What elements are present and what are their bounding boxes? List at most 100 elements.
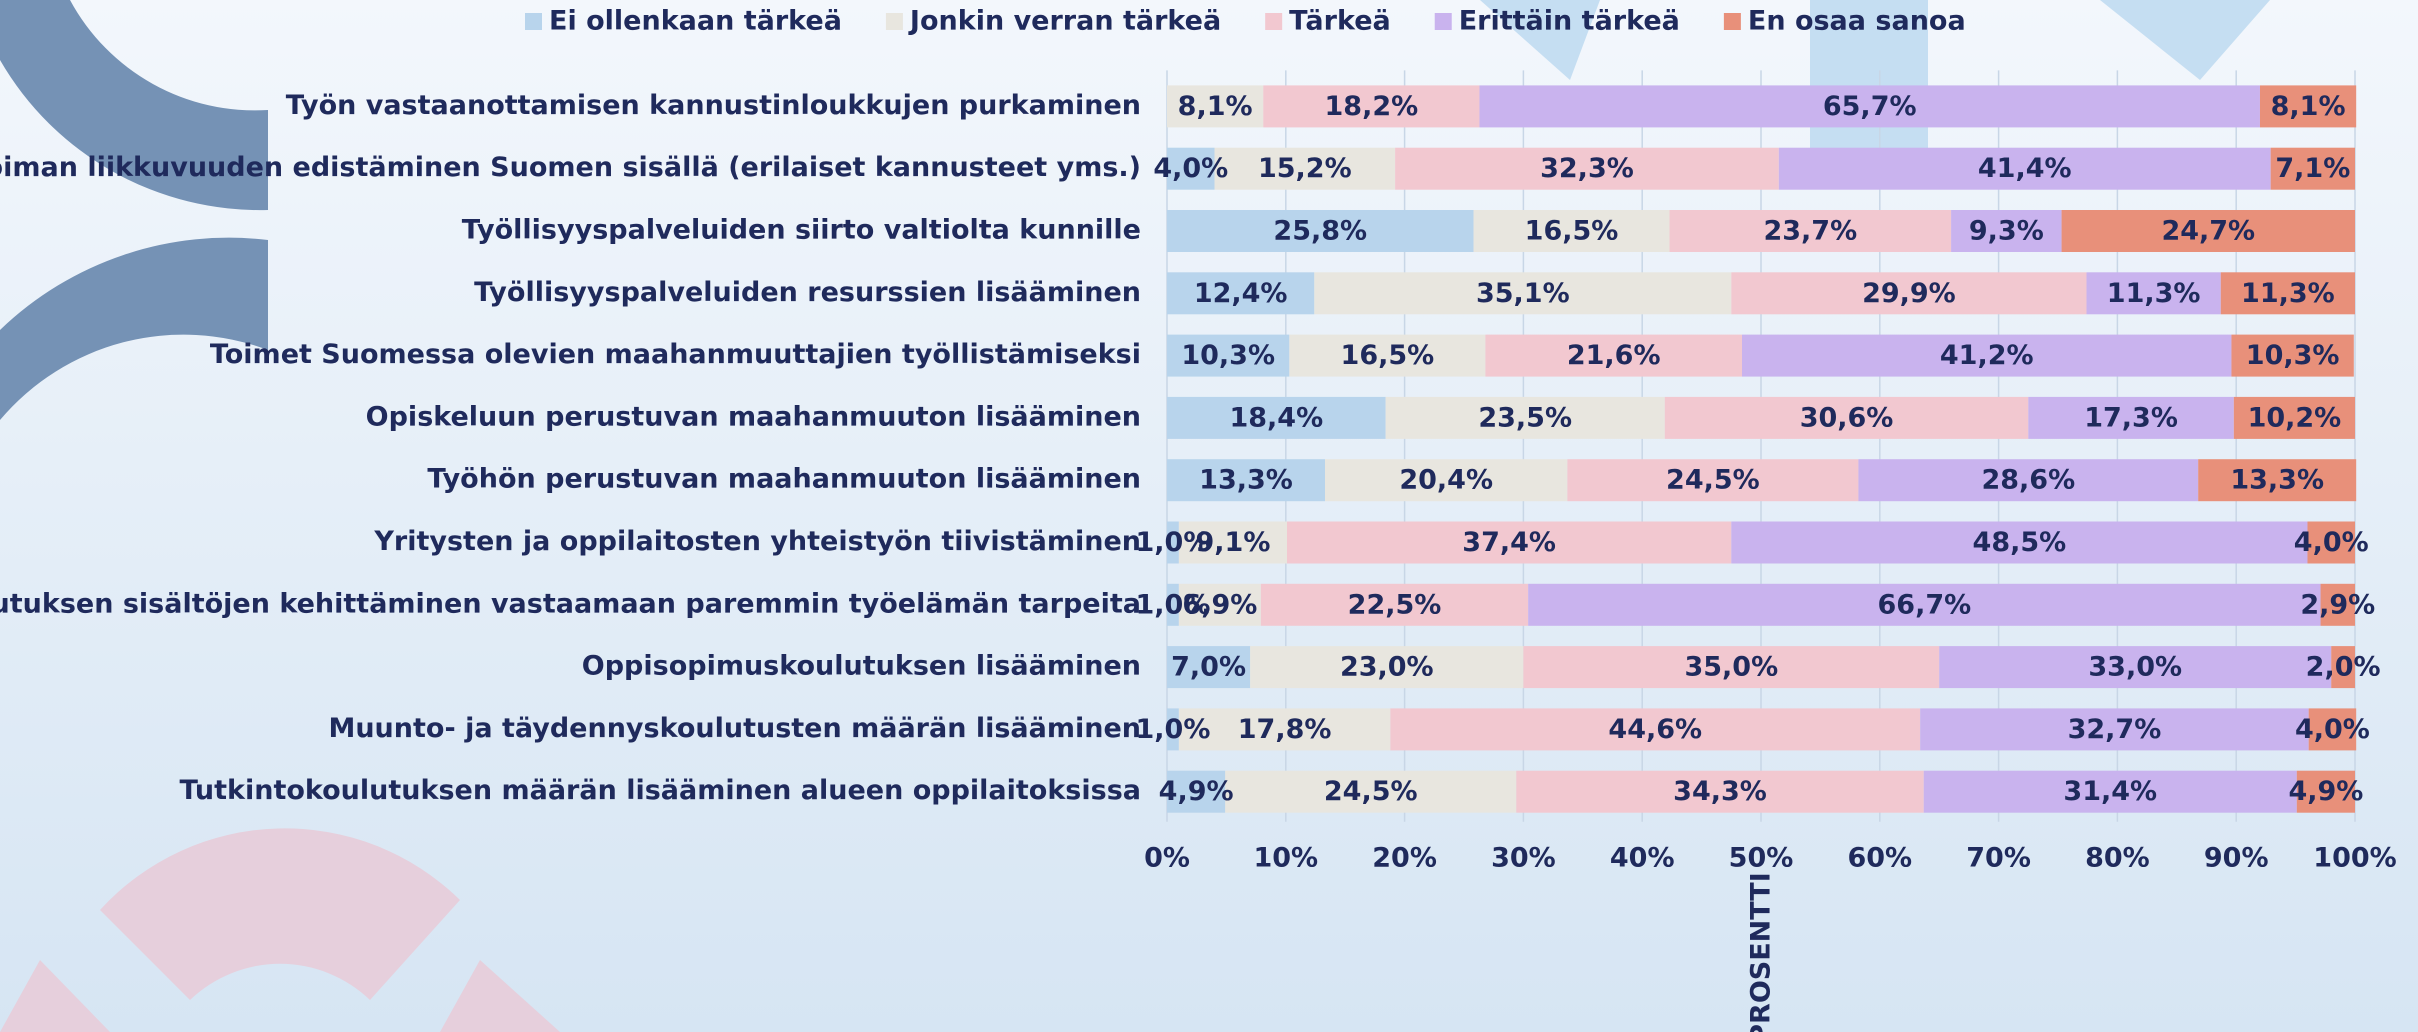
legend-label: Erittäin tärkeä [1459,6,1680,37]
bar-segment [1325,459,1568,502]
bar-segment [1669,210,1952,252]
bar-segment [2307,521,2355,564]
bar-segment [1178,521,1287,564]
value-label: 10,3% [2246,340,2340,371]
category-label: Oppisopimuskoulutuksen lisääminen [582,651,1141,682]
bar-segment [1167,147,1215,190]
value-label: 44,6% [1608,714,1702,745]
x-tick-label: 30% [1491,843,1556,874]
x-axis-label: PROSENTTI [1746,872,1777,1032]
value-label: 1,0% [1135,527,1210,558]
bar-segment [1260,583,1529,626]
value-label: 31,4% [2063,776,2157,807]
value-label: 16,5% [1341,340,1435,371]
bar-segment [2086,272,2221,315]
decor [2100,0,2270,80]
decor [0,237,268,420]
value-label: 9,3% [1969,216,2044,247]
value-label: 2,9% [2300,589,2375,620]
bar-segment [1286,521,1732,564]
bar-segment [1167,334,1290,377]
bar-segment [2331,646,2355,689]
legend-label: Ei ollenkaan tärkeä [549,6,842,37]
bar-segment [2028,396,2234,439]
category-label: Työvoiman liikkuvuuden edistäminen Suome… [0,152,1141,183]
bar-segment [1178,708,1391,751]
value-label: 22,5% [1348,589,1442,620]
legend-swatch [1265,13,1283,30]
bar-segment [1178,583,1261,626]
value-label: 41,2% [1940,340,2034,371]
bar-segment [1923,770,2297,813]
bar-segment [1567,459,1859,502]
bar-segment [2198,459,2357,502]
x-tick-label: 70% [1966,843,2031,874]
bar-segment [1951,210,2062,252]
value-label: 25,8% [1273,216,1367,247]
bar-segment [1225,770,1517,813]
value-label: 13,3% [1199,465,1293,496]
value-label: 24,5% [1324,776,1418,807]
value-label: 33,0% [2088,652,2182,683]
value-label: 65,7% [1823,91,1917,122]
value-label: 7,0% [1171,652,1246,683]
bar-segment [1528,583,2321,626]
bar-segment [1473,210,1670,252]
bar-segment [1167,770,1226,813]
value-label: 66,7% [1878,589,1972,620]
value-label: 11,3% [2241,278,2335,309]
bar-segment [1523,646,1940,689]
bar-segment [1167,272,1315,315]
bar-segment [1778,147,2271,190]
bar-segment [1390,708,1921,751]
bar-segment [1167,521,1179,564]
value-label: 10,2% [2248,402,2342,433]
x-tick-label: 50% [1729,843,1794,874]
legend-label: Jonkin verran tärkeä [908,6,1221,37]
category-label: Työllisyyspalveluiden siirto valtiolta k… [462,215,1141,246]
bar-segment [1516,770,1924,813]
value-label: 12,4% [1194,278,1288,309]
value-label: 29,9% [1862,278,1956,309]
bar-segment [1385,396,1665,439]
grid [1166,70,2356,822]
bar-segment [1314,272,1732,315]
value-label: 48,5% [1973,527,2067,558]
category-label: Työllisyyspalveluiden resurssien lisäämi… [474,277,1141,308]
value-label: 23,7% [1763,216,1857,247]
bar-segment [1167,210,1474,252]
value-label: 34,3% [1673,776,1767,807]
value-label: 6,9% [1182,589,1257,620]
value-label: 10,3% [1181,340,1275,371]
bar-segment [2061,210,2355,252]
bar-segment [2320,583,2355,626]
value-label: 17,8% [1238,714,1332,745]
bar-segment [1731,272,2087,315]
bar-segment [2233,396,2355,439]
bar-segment [1214,147,1396,190]
x-tick-label: 90% [2204,843,2269,874]
value-label: 20,4% [1399,465,1493,496]
decor [0,960,560,1032]
value-label: 4,9% [1159,776,1234,807]
bar-segment [1741,334,2232,377]
legend-label: En osaa sanoa [1748,6,1966,37]
bars [1167,85,2357,813]
legend-swatch [525,13,542,30]
category-label: Opiskeluun perustuvan maahanmuuton lisää… [366,401,1141,432]
bar-segment [1485,334,1742,377]
bar-segment [2270,147,2355,190]
value-label: 23,5% [1478,402,1572,433]
legend-swatch [1434,13,1452,30]
value-label: 13,3% [2230,465,2324,496]
category-label: Muunto- ja täydennyskoulutusten määrän l… [328,713,1141,744]
bar-segment [1289,334,1486,377]
x-tick-label: 40% [1610,843,1675,874]
bar-segment [1395,147,1779,190]
value-label: 41,4% [1978,153,2072,184]
legend-swatch [885,13,903,30]
decor [0,0,268,211]
category-label: Toimet Suomessa olevien maahanmuuttajien… [210,339,1141,370]
